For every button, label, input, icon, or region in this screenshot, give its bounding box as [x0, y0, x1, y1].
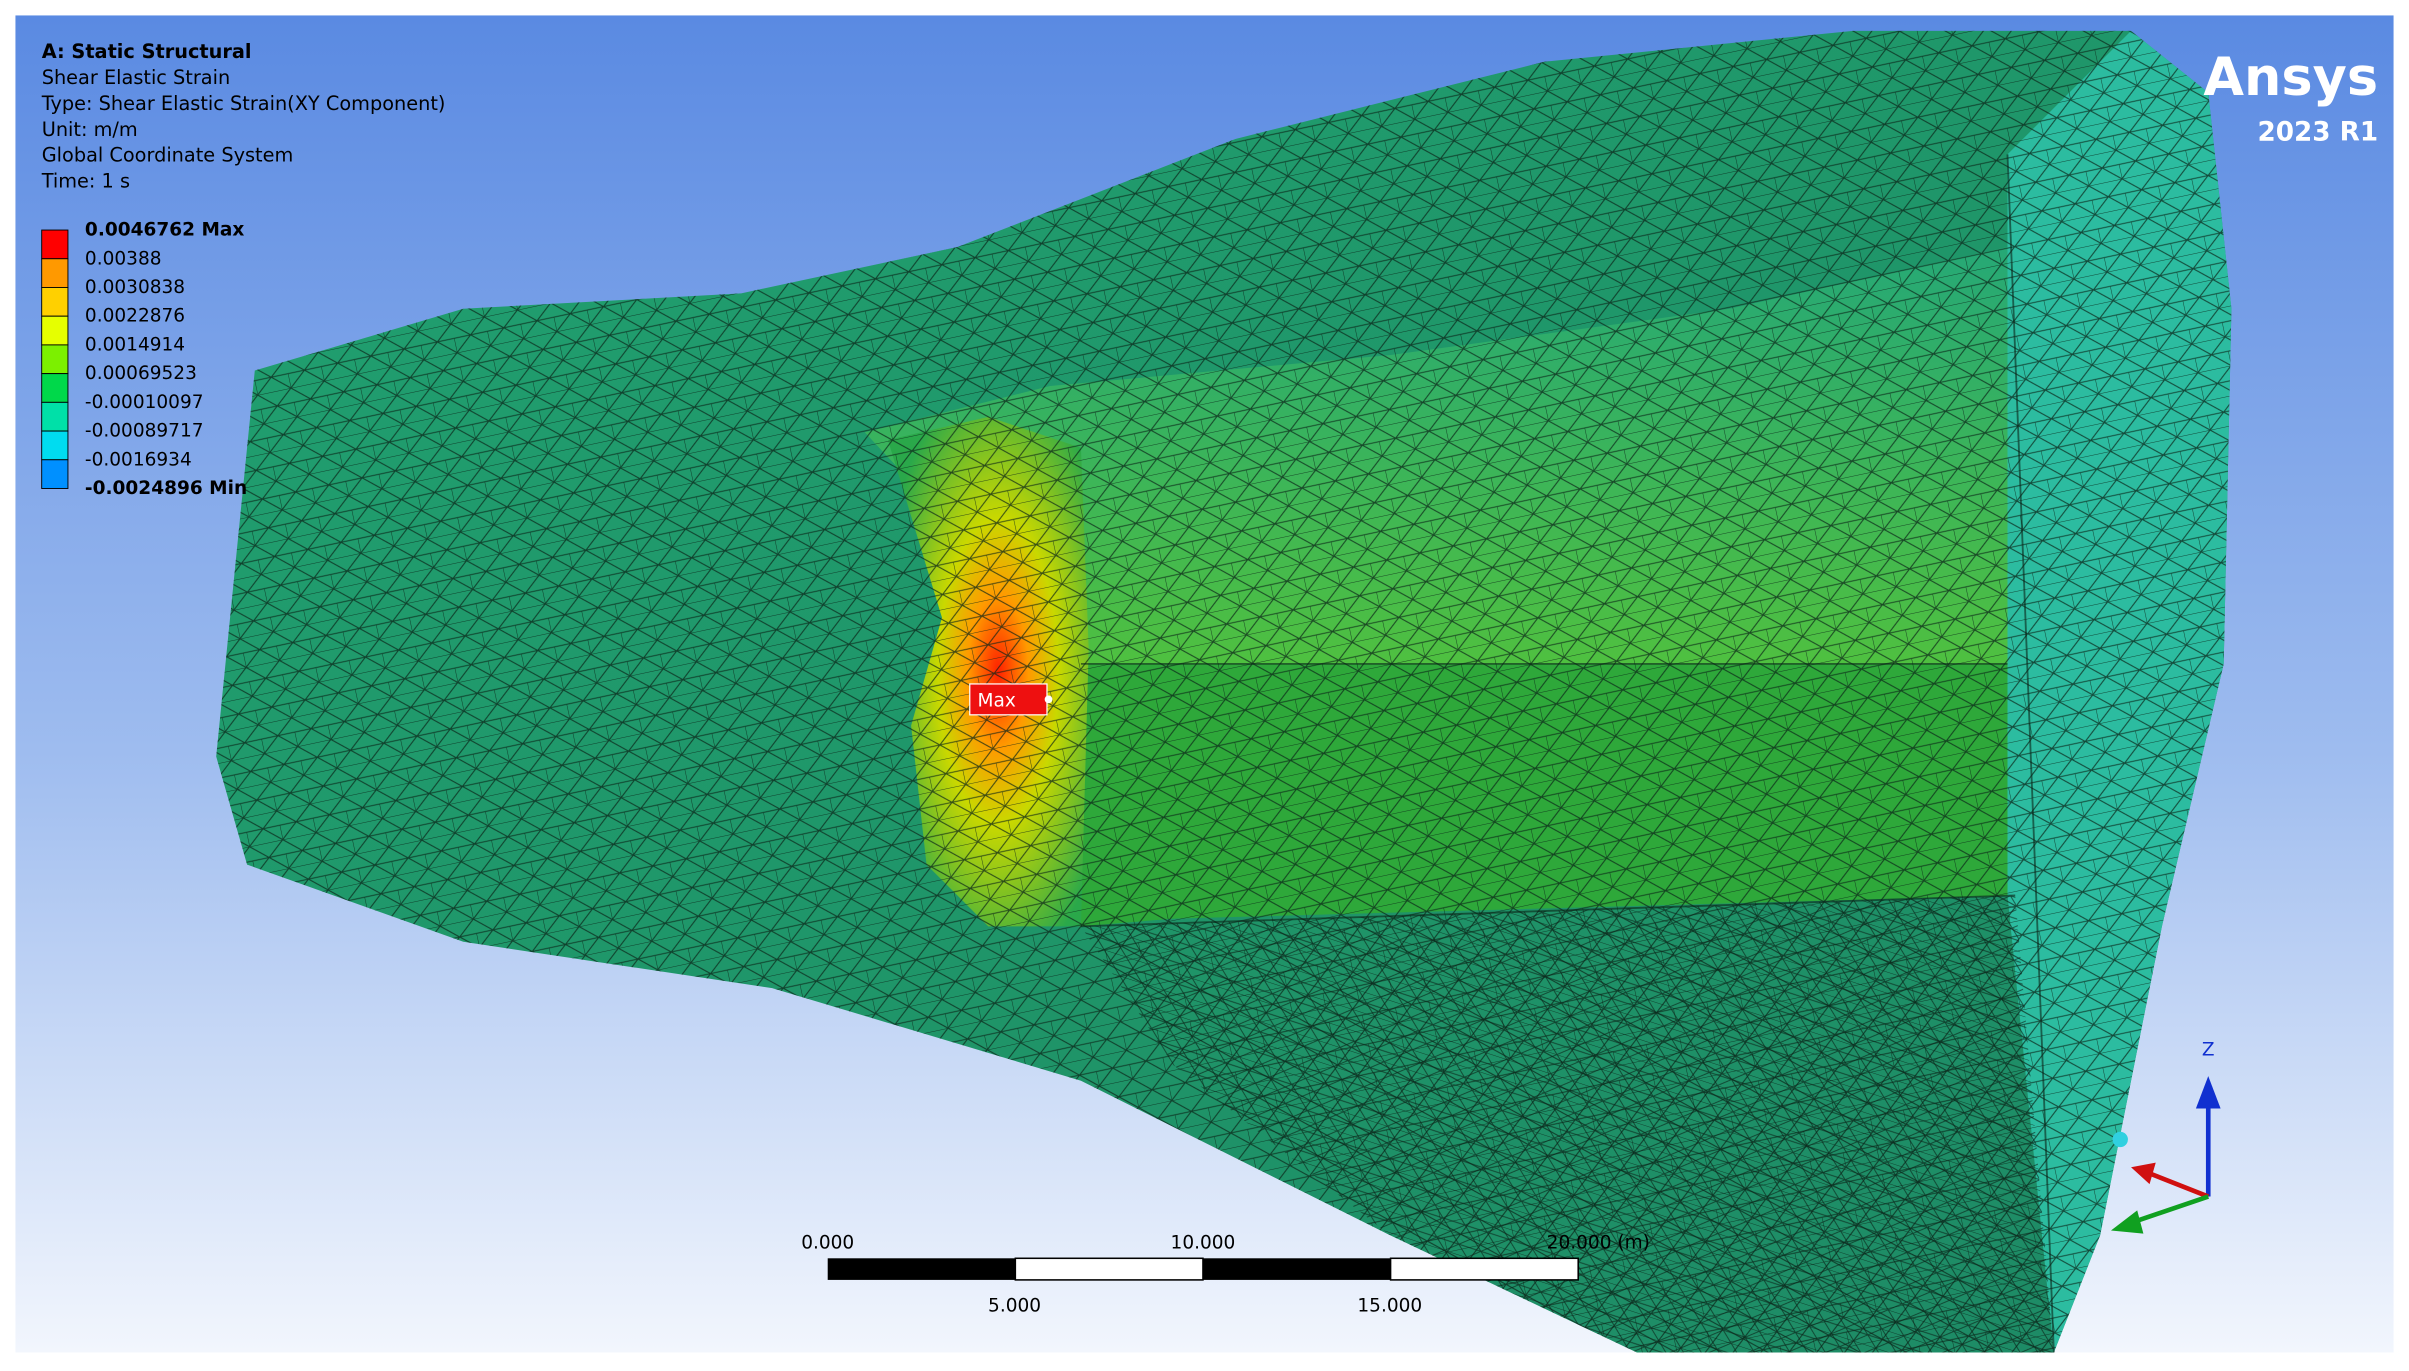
mesh-fine: [1080, 895, 2054, 1353]
legend-swatch: [41, 401, 69, 432]
header-line: Type: Shear Elastic Strain(XY Component): [41, 92, 446, 115]
scale-seg: [827, 1258, 1016, 1280]
header: A: Static Structural Shear Elastic Strain…: [41, 40, 446, 193]
header-line: Unit: m/m: [42, 118, 138, 141]
legend-swatch: [41, 459, 69, 489]
probe-box: [969, 683, 1048, 716]
scale-label: 10.000: [1171, 1232, 1236, 1253]
legend: 0.0046762 Max 0.00388 0.0030838 0.0022876 0.…: [41, 220, 247, 499]
legend-label: -0.0024896 Min: [85, 478, 247, 499]
scale-bar: 0.000 10.000 20.000 (m) 5.000 15.000: [801, 1232, 1650, 1316]
legend-swatch: [41, 315, 69, 346]
header-line: Global Coordinate System: [42, 144, 294, 167]
legend-label: 0.0030838: [85, 277, 185, 298]
z-label: Z: [2202, 1039, 2215, 1060]
legend-label: 0.0014914: [85, 334, 185, 355]
header-line: A: Static Structural: [42, 40, 252, 63]
legend-label: -0.00010097: [85, 392, 204, 413]
scale-seg: [1389, 1257, 1579, 1281]
legend-label: 0.0046762 Max: [85, 220, 244, 241]
scale-label: 0.000: [801, 1232, 854, 1253]
legend-label: -0.0016934: [85, 449, 192, 470]
legend-swatch: [41, 344, 69, 375]
legend-swatch: [41, 258, 69, 288]
probe: Max: [969, 683, 1053, 716]
legend-swatch: [41, 373, 69, 403]
logo: Ansys 2023 R1: [2203, 47, 2378, 147]
legend-label: 0.0022876: [85, 306, 185, 327]
scale-seg: [1202, 1258, 1391, 1280]
probe-point: [1044, 695, 1053, 704]
triad-ball: [2112, 1131, 2128, 1148]
legend-swatch: [41, 287, 69, 317]
z-arrow: [2195, 1076, 2221, 1109]
scale-label: 20.000 (m): [1547, 1232, 1650, 1253]
header-line: Time: 1 s: [41, 170, 130, 193]
header-line: Shear Elastic Strain: [42, 66, 231, 89]
edges: [1080, 154, 2055, 1353]
scale-label: 5.000: [988, 1296, 1041, 1317]
logo-brand: Ansys: [2203, 47, 2378, 108]
y-axis: [2130, 1194, 2209, 1225]
scale-label: 15.000: [1357, 1296, 1422, 1317]
triad: Z: [2110, 1039, 2221, 1234]
x-arrow: [2131, 1162, 2156, 1185]
legend-swatch: [41, 229, 69, 260]
legend-label: 0.00069523: [85, 363, 197, 384]
probe-label: Max: [977, 690, 1015, 711]
legend-label: -0.00089717: [85, 421, 204, 442]
legend-label: 0.00388: [85, 248, 162, 269]
model: [216, 30, 2232, 1353]
x-axis: [2148, 1171, 2210, 1199]
scale-seg: [1014, 1257, 1204, 1281]
legend-swatch: [41, 430, 69, 461]
logo-version: 2023 R1: [2257, 117, 2378, 147]
y-arrow: [2110, 1210, 2144, 1234]
